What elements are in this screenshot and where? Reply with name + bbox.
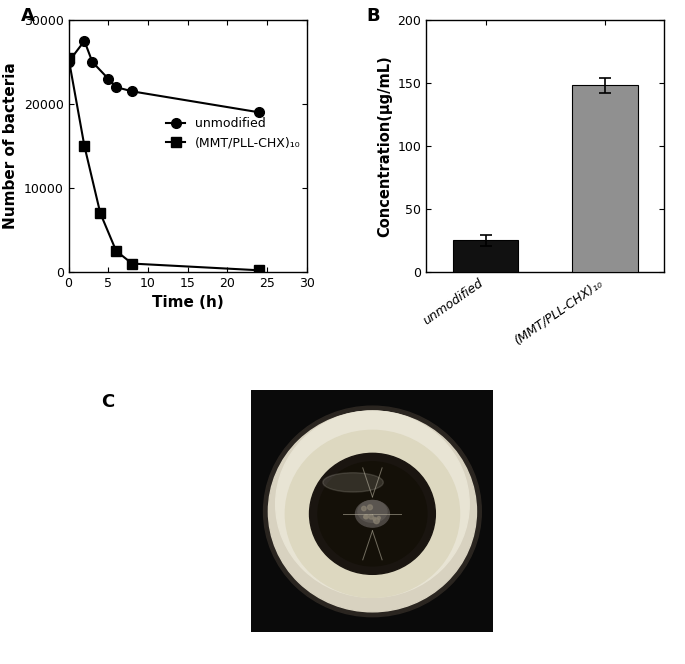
- Line: unmodified: unmodified: [64, 36, 264, 118]
- Y-axis label: Concentration(μg/mL): Concentration(μg/mL): [377, 55, 392, 237]
- Y-axis label: Number of bacteria: Number of bacteria: [3, 62, 18, 229]
- (MMT/PLL-CHX)₁₀: [128, 260, 136, 268]
- (MMT/PLL-CHX)₁₀: [112, 247, 121, 255]
- (MMT/PLL-CHX)₁₀: [96, 209, 104, 217]
- Bar: [572, 86, 638, 272]
- Legend: unmodified, (MMT/PLL-CHX)₁₀: unmodified, (MMT/PLL-CHX)₁₀: [166, 118, 301, 149]
- unmodified: [255, 108, 263, 116]
- unmodified: [128, 88, 136, 96]
- Text: A: A: [21, 7, 35, 25]
- Line: (MMT/PLL-CHX)₁₀: (MMT/PLL-CHX)₁₀: [64, 53, 264, 275]
- unmodified: [80, 37, 88, 45]
- Text: C: C: [101, 393, 114, 411]
- (MMT/PLL-CHX)₁₀: [64, 54, 73, 62]
- (MMT/PLL-CHX)₁₀: [80, 142, 88, 150]
- unmodified: [64, 58, 73, 66]
- Bar: [453, 240, 519, 272]
- (MMT/PLL-CHX)₁₀: [255, 266, 263, 274]
- unmodified: [112, 83, 121, 91]
- unmodified: [104, 75, 112, 83]
- X-axis label: Time (h): Time (h): [152, 295, 223, 310]
- Text: B: B: [366, 7, 380, 25]
- unmodified: [88, 58, 97, 66]
